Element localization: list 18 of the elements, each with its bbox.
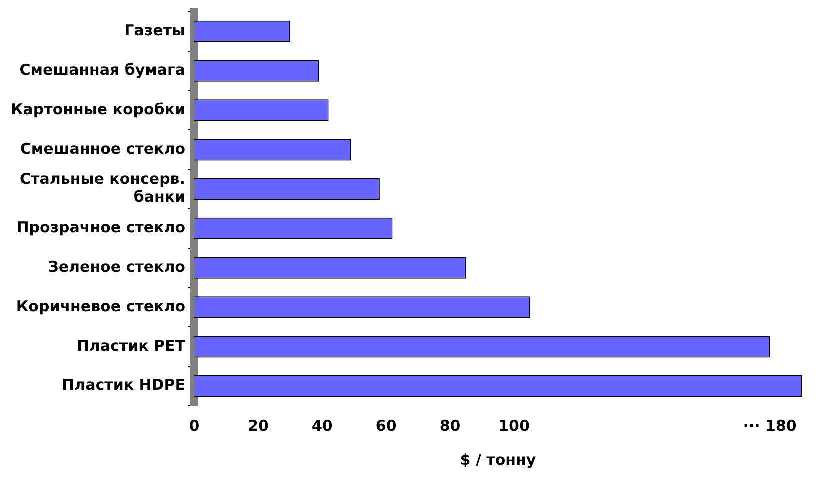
y-tick-label: Газеты xyxy=(124,22,186,40)
y-tick-label: Пластик PET xyxy=(76,336,186,355)
y-tick-label: Стальные консерв. банки xyxy=(20,170,186,206)
y-tick-label: Прозрачное стекло xyxy=(16,218,186,237)
x-tick-label: 100 xyxy=(498,416,530,435)
x-tick-label: 80 xyxy=(440,416,461,435)
y-tick-label: Смешанное стекло xyxy=(20,140,186,158)
x-tick-label: 20 xyxy=(248,416,269,435)
x-axis-title: $ / тонну xyxy=(460,450,536,469)
y-tick-label: Смешанная бумага xyxy=(20,60,186,79)
x-tick-label: ··· 180 xyxy=(743,416,797,435)
x-tick-label: 40 xyxy=(312,416,333,435)
y-tick-label: Пластик HDPE xyxy=(62,376,186,394)
y-tick-label: Коричневое стекло xyxy=(16,297,186,316)
x-tick-label: 0 xyxy=(189,416,200,435)
y-tick-label: Картонные коробки xyxy=(11,100,186,118)
y-tick-label: Зеленое стекло xyxy=(48,258,186,276)
x-tick-label: 60 xyxy=(376,416,397,435)
